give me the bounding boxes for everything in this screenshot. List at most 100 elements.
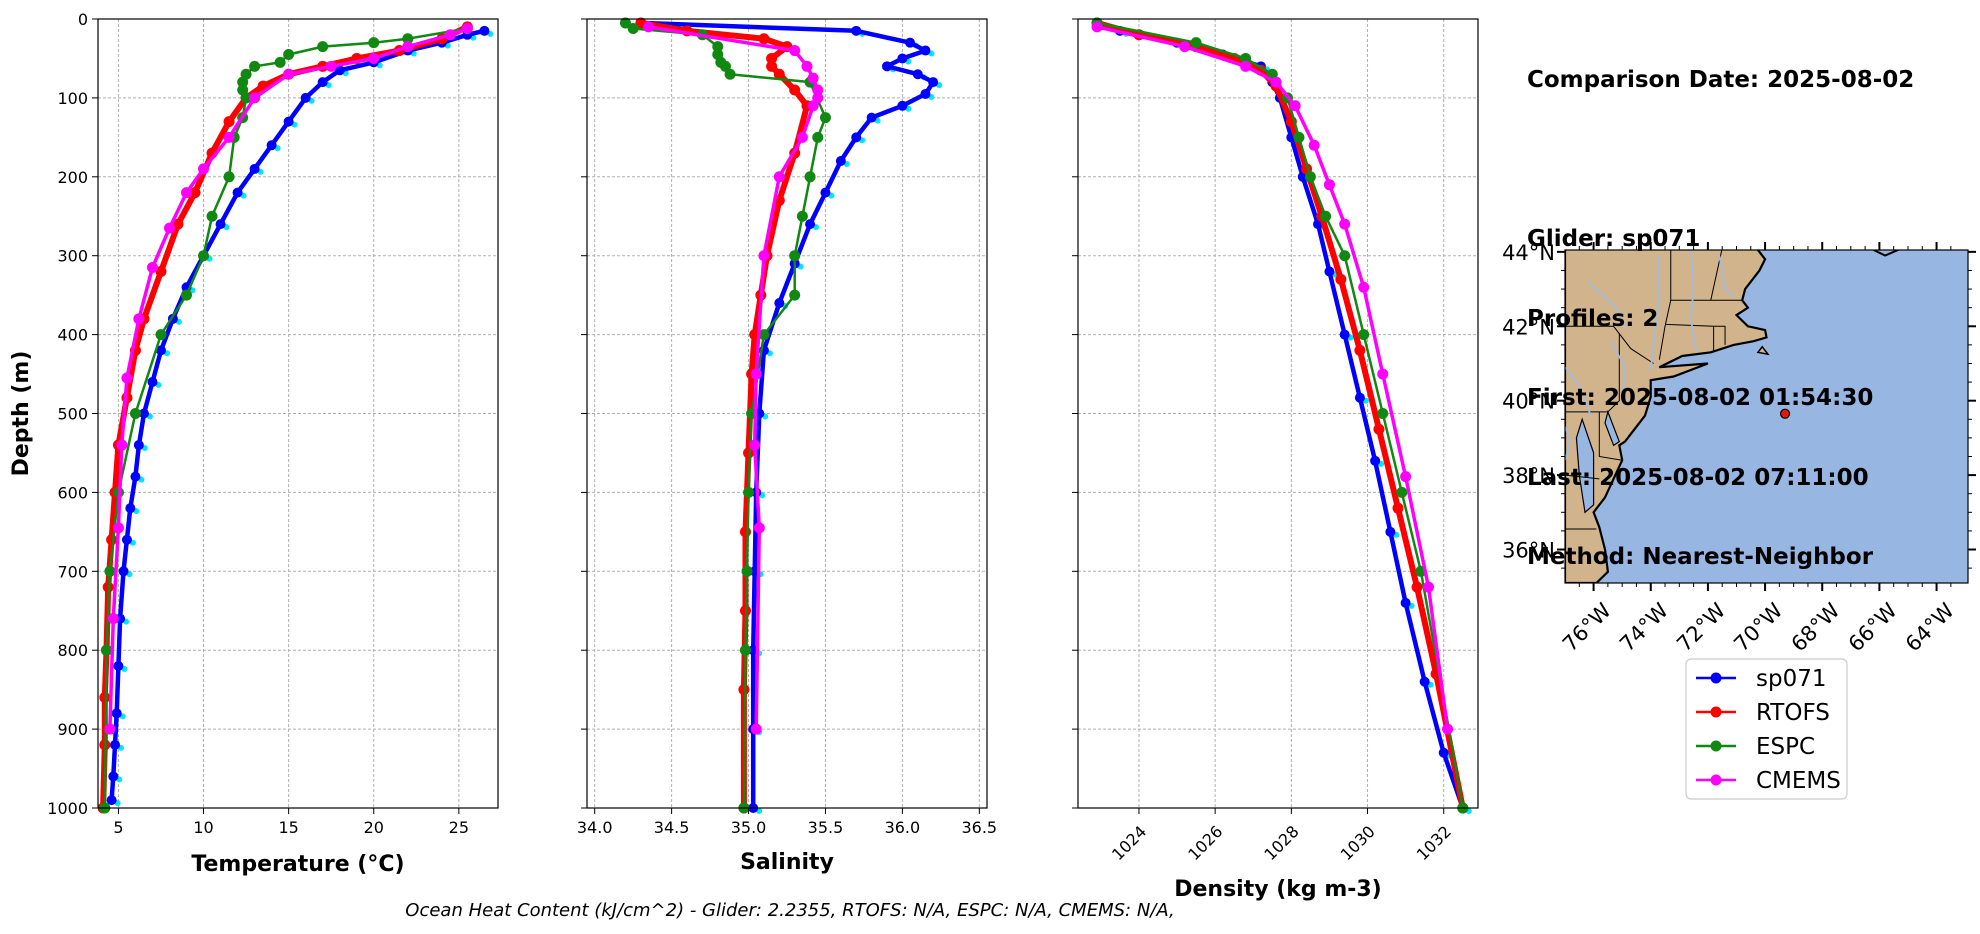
lon-label: 70°W [1729,598,1787,656]
profile-panel-3: 1024 1026 1028 1030 1032 Density (kg m-3) [1072,17,1479,902]
data-point-espc [789,289,801,301]
data-point-sp071 [1419,676,1430,687]
data-point-sp071 [147,376,158,387]
data-point-espc [627,22,639,34]
data-point-cmems [812,84,824,96]
data-point-espc [1358,329,1370,341]
data-point-espc [796,210,808,222]
state-border [1565,333,1620,413]
data-point-espc [712,41,724,53]
y-tick-label: 900 [57,720,88,739]
data-point-espc [181,289,193,301]
data-point-rtofs [789,84,801,96]
y-tick-label: 500 [57,405,88,424]
info-spacer [1527,147,1914,174]
lat-label: 38°N [1502,464,1555,488]
data-point-cmems [749,439,761,451]
data-point-sp071 [155,345,166,356]
data-point-espc [812,131,824,143]
x-tick-label: 36.5 [961,818,997,837]
comparison-date: Comparison Date: 2025-08-02 [1527,67,1915,93]
x-tick-label: 1032 [1413,822,1455,864]
data-point-sp071 [106,795,117,806]
data-point-cmems [325,60,337,72]
glider-name: Glider: sp071 [1527,226,1701,252]
data-point-espc [402,33,414,45]
data-point-espc [739,644,751,656]
legend-marker [1710,672,1722,684]
data-point-sp071 [774,298,785,309]
data-point-cmems [807,100,819,112]
river [1718,255,1735,298]
state-border [1598,411,1623,461]
x-tick-label: 34.5 [654,818,690,837]
series-line-cmems [108,26,469,730]
data-point-sp071 [851,132,862,143]
delaware-bay [1604,409,1621,447]
data-point-sp071 [232,187,243,198]
data-point-sp071 [920,88,931,99]
plot-area [619,17,943,814]
state-border [1565,325,1654,364]
lat-label: 44°N [1502,241,1555,265]
data-point-espc [1377,408,1389,419]
map-frame [1564,249,1969,584]
data-point-sp071 [317,77,328,88]
x-tick-label: 10 [193,818,213,837]
data-point-sp071 [1354,392,1365,403]
series-line-sp071 [1096,20,1465,809]
legend-marker [1710,774,1722,786]
info-box: Comparison Date: 2025-08-02 Glider: sp07… [1527,14,1914,597]
x-tick-label: 34.0 [577,818,613,837]
y-tick-label: 800 [57,641,88,660]
data-point-cmems [1091,21,1103,33]
data-point-cmems [181,187,193,199]
legend: sp071 RTOFS ESPC CMEMS [1685,658,1848,800]
x-tick-label: 1028 [1260,822,1302,864]
data-point-espc [1304,171,1316,183]
data-point-cmems [283,68,295,80]
data-point-sp071 [1438,747,1449,758]
data-point-espc [1320,210,1332,222]
data-point-espc [741,565,753,577]
data-point-cmems [1400,471,1412,483]
river [1587,280,1626,327]
data-point-sp071 [1385,526,1396,537]
river [1565,426,1572,461]
series-line-cmems [1096,25,1450,730]
x-axis-label: Density (kg m-3) [1174,877,1382,902]
data-point-sp071 [851,25,862,36]
data-point-sp071 [1370,455,1381,466]
x-axis-label: Salinity [740,850,834,875]
data-point-cmems [1339,218,1351,230]
data-point-rtofs [1373,423,1385,435]
x-tick-label: 20 [364,818,384,837]
chesapeake-bay [1575,417,1595,514]
data-point-cmems [801,60,813,72]
ocean-heat-content-footer: Ocean Heat Content (kJ/cm^2) - Glider: 2… [405,900,1175,921]
land [1565,250,1768,583]
x-tick-label: 1026 [1184,822,1226,864]
data-point-espc [1240,52,1252,64]
lon-label: 64°W [1901,598,1959,656]
data-point-sp071 [1339,329,1350,340]
profile-panel-1: 5 10 15 20 25 0 100 200 300 400 500 600 700 800 900 100… [9,10,499,877]
data-point-sp071 [882,61,892,72]
x-axis-label: Temperature (°C) [191,852,404,877]
series-line-sp071 [640,20,936,808]
data-point-cmems [112,522,124,534]
y-tick-label: 600 [57,483,88,502]
glider-location-marker [1779,408,1791,419]
x-tick-label: 1024 [1108,822,1150,864]
method: Method: Nearest-Neighbor [1527,544,1874,570]
data-point-cmems [444,29,456,41]
data-point-cmems [1323,179,1335,191]
legend-label: RTOFS [1756,700,1830,726]
data-point-espc [819,112,831,124]
data-point-sp071 [835,156,846,167]
series-line-rtofs [1096,20,1466,809]
data-point-rtofs [1392,502,1404,514]
data-point-cmems [750,368,762,380]
x-tick-label: 15 [278,818,298,837]
data-point-cmems [1179,41,1191,53]
